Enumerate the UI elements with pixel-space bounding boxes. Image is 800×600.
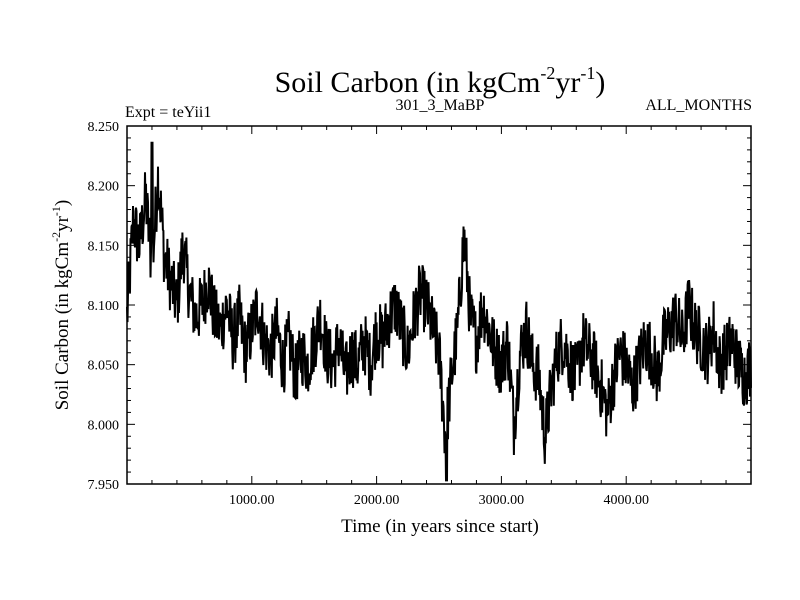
- y-tick-label: 8.000: [88, 418, 120, 433]
- y-tick-label: 8.150: [88, 239, 120, 254]
- series-line: [126, 141, 752, 482]
- chart-title: Soil Carbon (in kgCm-2yr-1): [275, 63, 606, 99]
- axis-ticks: [127, 125, 751, 485]
- y-tick-label: 8.050: [88, 359, 120, 374]
- x-tick-label: 2000.00: [354, 493, 400, 508]
- y-axis-label: Soil Carbon (in kgCm-2yr-1): [49, 200, 73, 411]
- y-tick-label: 8.250: [88, 120, 120, 135]
- axis-tick-labels: 1000.00 2000.00 3000.00 4000.00 7.950 8.000 8.…: [88, 120, 649, 508]
- x-tick-label: 1000.00: [229, 493, 275, 508]
- x-tick-label: 4000.00: [603, 493, 649, 508]
- subtitle-left: Expt = teYii1: [125, 104, 211, 121]
- plot-frame: [126, 125, 752, 485]
- subtitle-center: 301_3_MaBP: [396, 97, 485, 114]
- y-tick-label: 7.950: [88, 478, 120, 493]
- x-axis-label: Time (in years since start): [341, 516, 539, 537]
- x-tick-label: 3000.00: [479, 493, 525, 508]
- y-tick-label: 8.100: [88, 299, 120, 314]
- subtitle-right: ALL_MONTHS: [645, 97, 752, 114]
- y-tick-label: 8.200: [88, 180, 120, 195]
